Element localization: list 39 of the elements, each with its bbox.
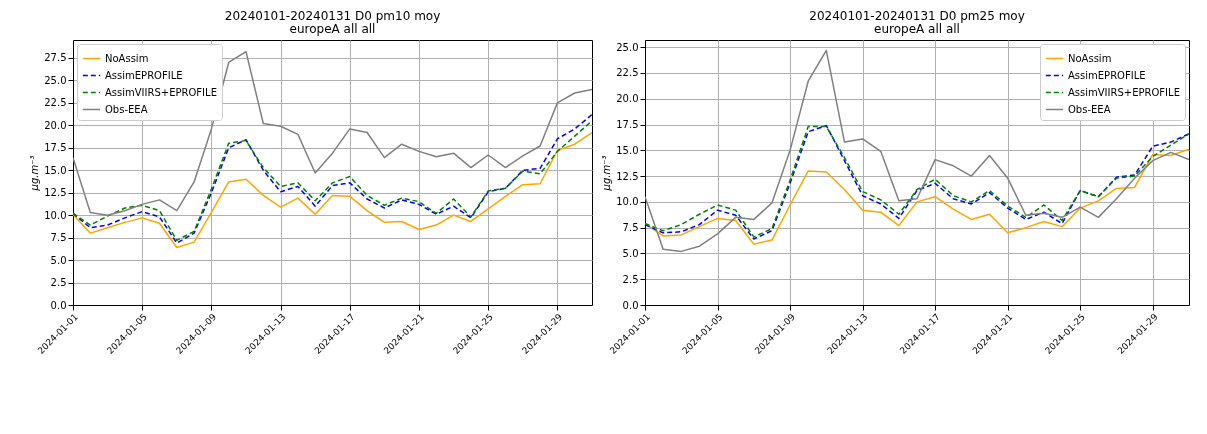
y-tick-label: 10.0 — [44, 209, 67, 221]
y-tick-label: 22.5 — [44, 97, 67, 109]
y-tick-label: 2.5 — [50, 277, 67, 289]
legend-label: AssimEPROFILE — [1068, 69, 1146, 81]
y-axis-title: μg.m⁻³ — [29, 155, 41, 192]
y-tick-label: 12.5 — [616, 170, 639, 182]
y-tick-label: 15.0 — [44, 164, 67, 176]
chart-subtitle: europeA all all — [874, 22, 960, 36]
legend-label: AssimEPROFILE — [105, 69, 183, 81]
y-tick-label: 0.0 — [50, 299, 67, 311]
y-tick-label: 17.5 — [616, 119, 639, 131]
y-tick-label: 25.0 — [44, 74, 67, 86]
y-tick-label: 25.0 — [616, 41, 639, 53]
chart-subtitle: europeA all all — [289, 22, 376, 36]
legend-label: NoAssim — [1068, 52, 1112, 64]
y-tick-label: 5.0 — [622, 247, 639, 259]
legend-label: Obs-EEA — [1068, 103, 1111, 115]
chart-title: 20240101-20240131 D0 pm25 moy — [809, 9, 1025, 23]
y-tick-label: 12.5 — [44, 187, 67, 199]
y-tick-label: 10.0 — [616, 196, 639, 208]
chart-title: 20240101-20240131 D0 pm10 moy — [224, 9, 441, 23]
y-tick-label: 27.5 — [44, 52, 67, 64]
legend-label: AssimVIIRS+EPROFILE — [105, 86, 217, 98]
y-tick-label: 7.5 — [50, 232, 67, 244]
y-tick-label: 0.0 — [622, 299, 639, 311]
y-tick-label: 20.0 — [44, 119, 67, 131]
line-series — [645, 49, 1189, 253]
legend-label: Obs-EEA — [105, 103, 148, 115]
y-tick-label: 22.5 — [616, 67, 639, 79]
y-tick-label: 2.5 — [622, 273, 639, 285]
y-axis-title: μg.m⁻³ — [601, 155, 613, 192]
y-tick-label: 15.0 — [616, 144, 639, 156]
y-tick-label: 17.5 — [44, 142, 67, 154]
legend-label: AssimVIIRS+EPROFILE — [1068, 86, 1180, 98]
y-tick-label: 20.0 — [616, 93, 639, 105]
y-tick-label: 7.5 — [622, 222, 639, 234]
line-series — [73, 50, 592, 216]
y-tick-label: 5.0 — [50, 254, 67, 266]
legend-label: NoAssim — [105, 52, 149, 64]
